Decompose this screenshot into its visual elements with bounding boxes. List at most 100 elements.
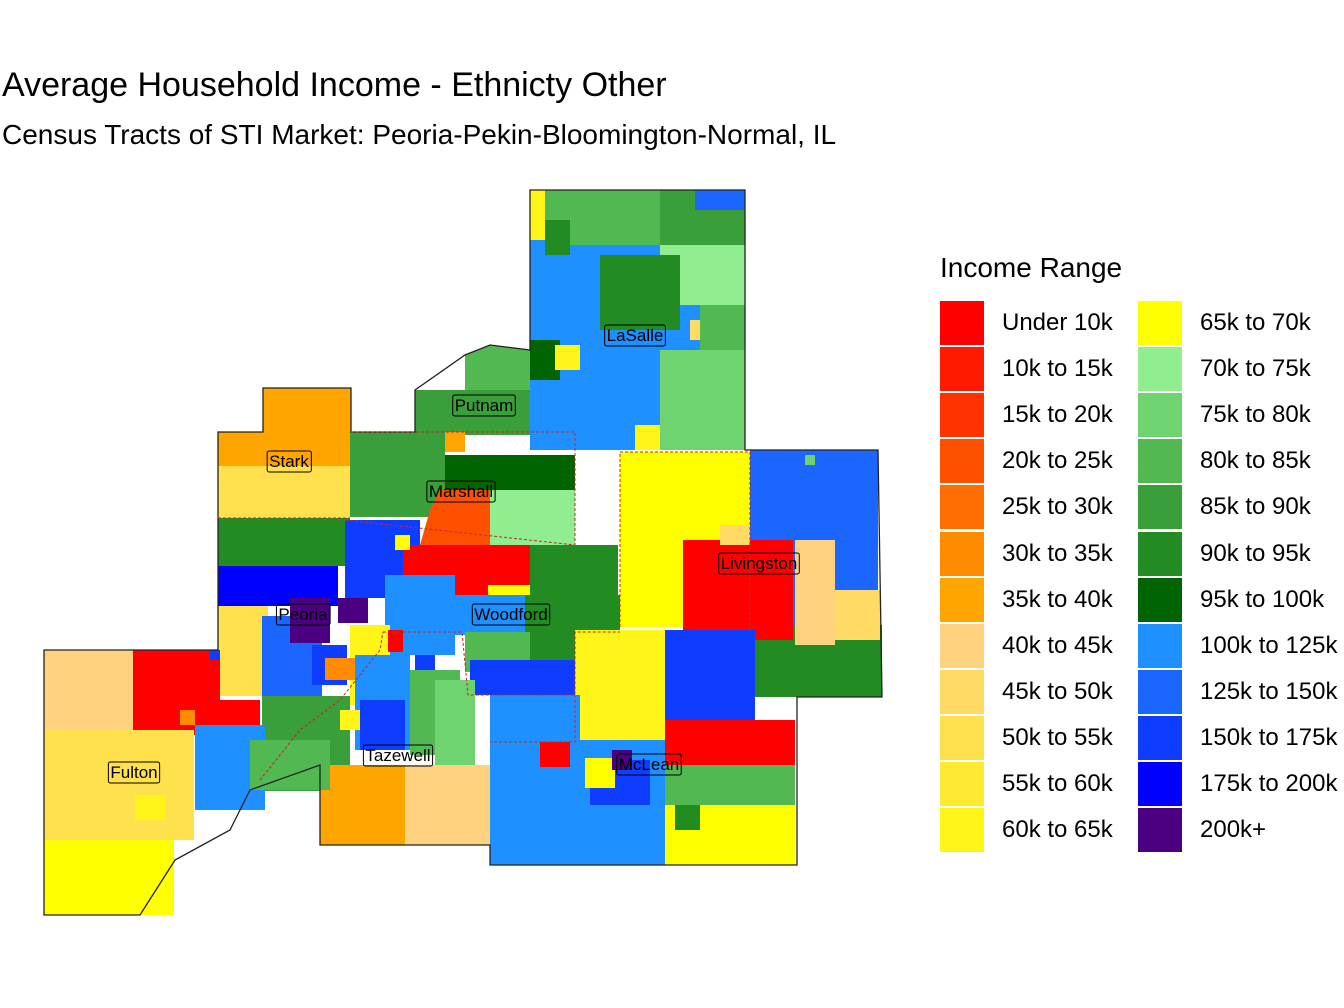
map-title: Average Household Income - Ethnicty Othe…	[2, 66, 667, 104]
legend-label: 80k to 85k	[1200, 447, 1311, 475]
census-tract	[435, 680, 475, 770]
census-tract	[600, 255, 680, 330]
census-tract	[470, 660, 578, 695]
census-tract	[700, 305, 745, 350]
census-tract	[835, 590, 880, 640]
census-tract	[635, 425, 660, 450]
county-boundary	[490, 695, 576, 743]
legend-label: 55k to 60k	[1002, 770, 1113, 797]
census-tract	[585, 758, 615, 788]
census-tract	[445, 455, 575, 495]
census-tract	[218, 606, 268, 696]
county-label-peoria: Peoria	[275, 603, 331, 626]
legend-label: 15k to 20k	[1002, 401, 1113, 429]
legend-swatch	[1138, 393, 1182, 438]
census-tract	[695, 190, 745, 210]
legend-swatch	[940, 347, 984, 392]
svg-text:Fulton: Fulton	[110, 763, 157, 782]
county-label-tazewell: Tazewell	[362, 744, 434, 767]
census-tract	[415, 390, 530, 435]
census-tract	[320, 765, 405, 845]
census-tract	[805, 455, 815, 465]
census-tract	[545, 220, 570, 255]
svg-text:Tazewell: Tazewell	[365, 746, 430, 765]
svg-text:Livingston: Livingston	[721, 554, 798, 573]
legend-label: 175k to 200k	[1200, 770, 1338, 797]
census-tract	[660, 350, 745, 450]
county-boundary	[259, 631, 384, 781]
county-label-fulton: Fulton	[107, 761, 161, 784]
choropleth-map: LaSalle Putnam Stark Marshall Livingston Peor…	[43, 189, 883, 916]
legend-title: Income Range	[940, 252, 1123, 283]
legend-swatch	[1138, 623, 1182, 668]
legend-swatch	[940, 301, 984, 345]
legend-label: 85k to 90k	[1200, 493, 1311, 521]
legend-swatch	[940, 762, 984, 806]
census-tract	[218, 466, 350, 518]
svg-text:Marshall: Marshall	[429, 482, 493, 501]
legend-swatch	[1138, 808, 1182, 853]
legend-label: 30k to 35k	[1002, 539, 1113, 567]
county-boundary	[619, 451, 751, 630]
county-label-stark: Stark	[266, 450, 312, 473]
legend-swatch	[940, 808, 984, 853]
legend-label: 45k to 50k	[1002, 677, 1113, 705]
county-label-woodford: Woodford	[471, 603, 551, 626]
census-tract	[690, 320, 700, 340]
census-tract	[350, 432, 445, 517]
legend-swatch	[1138, 669, 1182, 714]
legend-swatch	[940, 531, 984, 576]
census-tract	[445, 432, 465, 452]
legend-label: 150k to 175k	[1200, 723, 1338, 751]
legend-label: 125k to 150k	[1200, 677, 1338, 705]
census-tract	[388, 630, 403, 652]
census-tract	[360, 700, 405, 750]
legend-swatch	[940, 439, 984, 484]
county-label-livingston: Livingston	[718, 552, 800, 575]
legend-label: 200k+	[1200, 816, 1267, 844]
legend-swatch	[940, 485, 984, 530]
svg-text:Putnam: Putnam	[455, 396, 514, 415]
legend-label: 10k to 15k	[1002, 355, 1113, 383]
legend-label: 25k to 30k	[1002, 493, 1113, 521]
census-tract	[555, 345, 580, 370]
legend-swatch	[1138, 301, 1182, 345]
county-boundary	[383, 631, 620, 696]
census-tract	[490, 695, 580, 865]
legend-label: 100k to 125k	[1200, 631, 1338, 659]
legend-swatch	[940, 715, 984, 760]
legend-swatch	[1138, 577, 1182, 622]
county-boundaries	[43, 189, 883, 916]
legend-swatch	[1138, 715, 1182, 760]
census-tract	[405, 765, 490, 845]
legend-swatch	[1138, 531, 1182, 576]
legend-label: 50k to 55k	[1002, 723, 1113, 751]
census-tract	[665, 630, 755, 720]
census-tract	[455, 595, 525, 635]
census-tract	[340, 710, 360, 730]
census-tract	[135, 795, 165, 820]
county-labels: LaSalle Putnam Stark Marshall Livingston Peor…	[107, 324, 800, 784]
census-tract	[180, 710, 195, 725]
legend-swatch	[1138, 762, 1182, 806]
census-tract	[250, 740, 330, 790]
census-tract	[795, 540, 835, 645]
census-tracts	[44, 190, 882, 915]
svg-text:LaSalle: LaSalle	[607, 326, 664, 345]
legend-label: 95k to 100k	[1200, 585, 1325, 613]
census-tract	[530, 190, 545, 240]
county-label-lasalle: LaSalle	[604, 324, 666, 347]
legend-label: 75k to 80k	[1200, 401, 1311, 429]
county-label-mclean: McLean	[616, 753, 682, 776]
county-boundary	[344, 519, 576, 546]
census-tract	[44, 730, 194, 840]
svg-text:Stark: Stark	[269, 452, 309, 471]
census-tract	[218, 518, 350, 566]
census-tract	[218, 432, 350, 466]
census-tract	[490, 490, 575, 545]
census-tract	[325, 658, 355, 680]
census-tract	[420, 490, 490, 545]
census-tract	[720, 525, 750, 545]
svg-text:McLean: McLean	[619, 755, 679, 774]
legend-label: 60k to 65k	[1002, 816, 1113, 844]
